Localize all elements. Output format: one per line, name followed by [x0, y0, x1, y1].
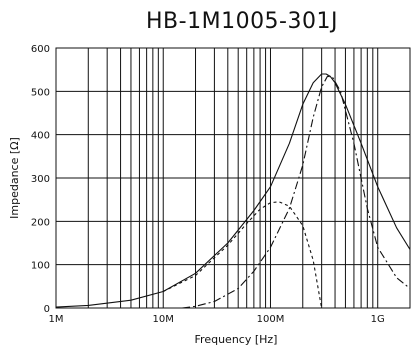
- y-tick-label: 300: [31, 174, 50, 185]
- y-tick-label: 600: [31, 44, 50, 55]
- x-tick-label: 1G: [371, 314, 385, 325]
- x-tick-label: 10M: [153, 314, 174, 325]
- tick-labels: 1M 10M 100M 1G 0 100 200 300 400 500 600: [31, 44, 385, 325]
- y-tick-label: 400: [31, 131, 50, 142]
- y-axis-label: Impedance [Ω]: [8, 137, 21, 219]
- series-group: [55, 73, 411, 309]
- x-tick-label: 100M: [257, 314, 285, 325]
- series-line-dashed: [162, 201, 323, 309]
- y-tick-label: 0: [44, 304, 50, 315]
- x-tick-label: 1M: [49, 314, 64, 325]
- plot-frame: [55, 47, 411, 309]
- x-axis-label: Frequency [Hz]: [195, 333, 278, 346]
- y-tick-label: 200: [31, 217, 50, 228]
- grid: [55, 47, 411, 309]
- series-line-solid: [55, 73, 411, 308]
- y-tick-label: 100: [31, 261, 50, 272]
- y-tick-label: 500: [31, 87, 50, 98]
- series-line-dashdot: [182, 75, 411, 309]
- chart-title: HB-1M1005-301J: [146, 9, 338, 34]
